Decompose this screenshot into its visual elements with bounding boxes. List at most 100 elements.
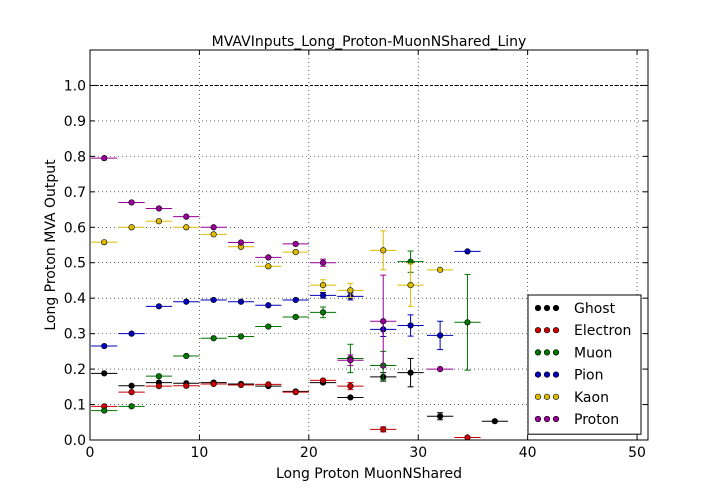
series-electron (91, 377, 481, 441)
x-tick-label: 50 (628, 445, 646, 461)
y-tick-label: 0.9 (64, 114, 86, 130)
pion-point (319, 292, 327, 299)
ghost-point (437, 413, 444, 420)
electron-point (155, 383, 163, 390)
kaon-point (407, 281, 414, 289)
muon-point (155, 373, 163, 380)
legend-marker-electron (534, 327, 542, 334)
x-tick-label: 0 (86, 445, 95, 461)
x-tick-label: 30 (409, 445, 427, 461)
data-marks (91, 155, 508, 441)
electron-point (237, 381, 245, 389)
pion-point (292, 296, 299, 304)
pion-point (437, 332, 444, 339)
electron-point (464, 434, 471, 441)
pion-point (183, 298, 190, 305)
pion-point (265, 302, 272, 309)
legend-marker-proton (552, 415, 560, 423)
kaon-point (380, 247, 387, 254)
series-kaon (91, 218, 454, 307)
pion-point (101, 342, 108, 350)
electron-point (319, 377, 327, 384)
x-axis-label: Long Proton MuonNShared (276, 466, 462, 482)
axis-ticks: 0 10 20 30 40 50 0.0 0.1 0.2 0.3 0.4 0.5 0.6 0.7 0.8 0.… (64, 50, 648, 461)
proton-point (265, 254, 272, 261)
y-tick-label: 0.8 (64, 149, 86, 165)
legend-label-kaon: Kaon (574, 390, 609, 406)
series-proton (91, 155, 454, 373)
kaon-point (155, 218, 163, 225)
proton-point (292, 240, 299, 248)
electron-point (347, 383, 354, 390)
pion-point (464, 248, 471, 255)
y-tick-label: 0.5 (64, 256, 86, 272)
pion-point (407, 322, 414, 329)
y-axis-label: Long Proton MVA Output (43, 159, 59, 331)
electron-point (265, 381, 272, 388)
legend-marker-muon (534, 349, 542, 356)
series-muon (91, 250, 481, 414)
y-tick-label: 0.7 (64, 185, 86, 201)
legend-marker-kaon (543, 393, 551, 400)
legend-marker-ghost (534, 304, 542, 312)
ghost-point (101, 370, 108, 377)
ghost-point (407, 369, 414, 376)
proton-point (319, 259, 327, 266)
y-tick-label: 1.0 (64, 78, 86, 94)
legend-box (527, 294, 642, 435)
muon-point (183, 352, 190, 360)
ghost-point (128, 382, 135, 389)
chart-title: MVAVInputs_Long_Proton-MuonNShared_Liny (212, 34, 527, 50)
kaon-point (437, 266, 444, 273)
legend-marker-pion (534, 371, 542, 378)
legend-marker-muon (543, 349, 551, 356)
y-tick-label: 0.4 (64, 291, 86, 307)
y-tick-label: 0.1 (64, 398, 86, 414)
electron-point (292, 389, 299, 396)
y-tick-label: 0.6 (64, 220, 86, 236)
legend-label-proton: Proton (574, 412, 619, 428)
legend-marker-proton (534, 415, 542, 423)
muon-point (210, 335, 217, 342)
y-tick-label: 0.0 (64, 433, 86, 449)
legend-label-ghost: Ghost (574, 301, 616, 317)
ghost-point (347, 394, 354, 401)
x-tick-label: 20 (300, 445, 318, 461)
legend-label-pion: Pion (574, 368, 603, 384)
legend-marker-electron (552, 327, 560, 334)
pion-point (155, 303, 163, 310)
legend: Ghost Electron Muon Pion Kaon Proton (527, 294, 642, 435)
electron-point (183, 382, 190, 389)
proton-point (210, 224, 217, 231)
legend-label-muon: Muon (574, 345, 612, 361)
electron-point (128, 389, 135, 396)
pion-point (128, 330, 135, 337)
muon-point (128, 403, 135, 410)
kaon-point (183, 224, 190, 231)
kaon-point (347, 287, 354, 294)
proton-point (128, 199, 135, 206)
proton-point (155, 205, 163, 212)
proton-point (183, 213, 190, 220)
legend-marker-kaon (552, 393, 560, 400)
legend-marker-kaon (534, 393, 542, 400)
legend-marker-muon (552, 349, 560, 356)
y-tick-label: 0.2 (64, 362, 86, 378)
pion-point (237, 298, 245, 305)
x-tick-label: 40 (519, 445, 537, 461)
y-tick-label: 0.3 (64, 327, 86, 343)
legend-marker-electron (543, 327, 551, 334)
electron-point (380, 426, 387, 433)
legend-marker-ghost (543, 304, 551, 312)
plot-frame (89, 49, 649, 441)
proton-point (437, 365, 444, 373)
legend-marker-pion (543, 371, 551, 378)
proton-point (237, 239, 245, 246)
pion-point (210, 296, 217, 304)
electron-point (210, 380, 217, 388)
kaon-point (292, 248, 299, 256)
legend-marker-ghost (552, 304, 560, 312)
muon-point (101, 407, 108, 414)
muon-point (464, 319, 471, 326)
